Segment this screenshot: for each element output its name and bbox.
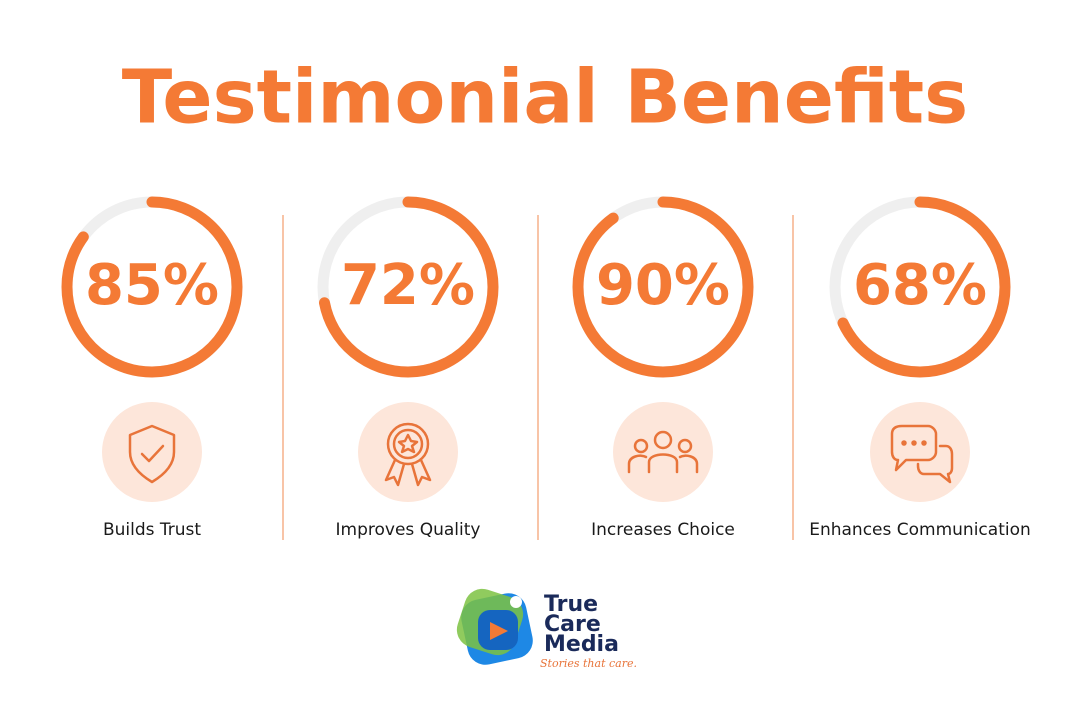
logo-dot <box>510 596 522 608</box>
benefit-label: Enhances Communication <box>809 520 1031 540</box>
ring-progress <box>317 196 499 378</box>
ring-progress <box>572 196 754 378</box>
percent-label: 72% <box>341 253 475 318</box>
icon-background <box>102 402 202 502</box>
title: Testimonial Benefits <box>122 55 968 141</box>
people-icon <box>627 430 699 474</box>
shield-icon <box>128 424 176 484</box>
award-icon <box>384 422 432 487</box>
icon-background <box>358 402 458 502</box>
percent-label: 68% <box>853 253 987 318</box>
percent-label: 90% <box>596 253 730 318</box>
percent-label: 85% <box>85 253 219 318</box>
ring-progress <box>829 196 1011 378</box>
logo-text: True <box>544 592 598 617</box>
benefit-label: Builds Trust <box>103 520 201 540</box>
chat-icon <box>890 424 954 484</box>
logo-text: Media <box>544 632 619 657</box>
icon-background <box>870 402 970 502</box>
logo-tagline: Stories that care. <box>540 657 637 670</box>
logo-mark <box>456 588 533 665</box>
ring-progress <box>61 196 243 378</box>
benefit-label: Improves Quality <box>336 520 481 540</box>
benefit-label: Increases Choice <box>591 520 735 540</box>
icon-background <box>613 402 713 502</box>
logo-text: Care <box>544 612 601 637</box>
dividers <box>282 215 794 540</box>
icons <box>128 422 954 487</box>
logo-play <box>490 622 508 640</box>
